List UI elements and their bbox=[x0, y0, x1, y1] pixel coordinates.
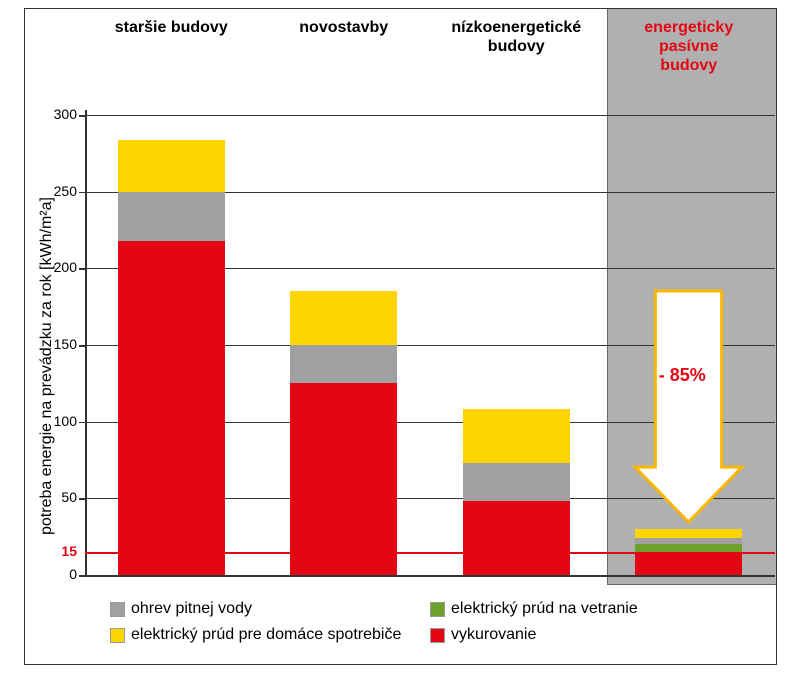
bar-segment-spotrebice bbox=[118, 140, 225, 192]
legend-item-spotrebice: elektrický prúd pre domáce spotrebiče bbox=[110, 626, 401, 644]
arrow-label: - 85% bbox=[659, 365, 706, 386]
y-tick-label: 50 bbox=[37, 489, 77, 505]
category-label: staršie budovy bbox=[85, 18, 258, 37]
y-tick-mark bbox=[79, 498, 85, 500]
y-tick-label: 100 bbox=[37, 413, 77, 429]
legend-swatch bbox=[110, 628, 125, 643]
x-axis-line bbox=[85, 575, 775, 577]
y-tick-label: 250 bbox=[37, 183, 77, 199]
legend-label: elektrický prúd pre domáce spotrebiče bbox=[131, 626, 401, 644]
y-tick-label-special: 15 bbox=[37, 543, 77, 559]
reduction-arrow bbox=[632, 288, 745, 525]
legend-item-ohrev: ohrev pitnej vody bbox=[110, 600, 252, 618]
y-tick-mark bbox=[79, 575, 85, 577]
bar-segment-spotrebice bbox=[290, 291, 397, 345]
bar-segment-vykurovanie bbox=[118, 241, 225, 575]
y-tick-label: 150 bbox=[37, 336, 77, 352]
bar-segment-ohrev bbox=[463, 463, 570, 501]
y-tick-mark bbox=[79, 115, 85, 117]
legend-label: vykurovanie bbox=[451, 626, 536, 644]
bar-segment-vykurovanie bbox=[290, 383, 397, 575]
bar-segment-spotrebice bbox=[463, 409, 570, 463]
y-tick-mark bbox=[79, 422, 85, 424]
legend-swatch bbox=[430, 602, 445, 617]
legend-label: elektrický prúd na vetranie bbox=[451, 600, 638, 618]
bar-segment-ohrev bbox=[118, 192, 225, 241]
legend: ohrev pitnej vody elektrický prúd na vetr… bbox=[110, 600, 750, 652]
bar-segment-ohrev bbox=[290, 345, 397, 383]
bar-segment-vykurovanie bbox=[635, 552, 742, 575]
legend-item-vetranie: elektrický prúd na vetranie bbox=[430, 600, 638, 618]
y-tick-label: 200 bbox=[37, 259, 77, 275]
legend-swatch bbox=[110, 602, 125, 617]
y-axis-label: potreba energie na prevádzku za rok [kWh… bbox=[38, 197, 56, 535]
category-label: novostavby bbox=[258, 18, 431, 37]
category-label: nízkoenergetickébudovy bbox=[430, 18, 603, 56]
bar-segment-vykurovanie bbox=[463, 501, 570, 575]
gridline bbox=[85, 115, 775, 116]
y-tick-mark bbox=[79, 345, 85, 347]
energy-chart: potreba energie na prevádzku za rok [kWh… bbox=[0, 0, 801, 673]
legend-swatch bbox=[430, 628, 445, 643]
bar-segment-vetranie bbox=[635, 544, 742, 552]
category-label: energetickypasívnebudovy bbox=[603, 18, 776, 76]
y-tick-mark bbox=[79, 192, 85, 194]
legend-item-vykurovanie: vykurovanie bbox=[430, 626, 536, 644]
plot-area: - 85% bbox=[85, 115, 775, 575]
y-tick-mark bbox=[79, 268, 85, 270]
legend-label: ohrev pitnej vody bbox=[131, 600, 252, 618]
bar-segment-spotrebice bbox=[635, 529, 742, 538]
y-tick-label: 0 bbox=[37, 566, 77, 582]
y-tick-label: 300 bbox=[37, 106, 77, 122]
y-axis-line bbox=[85, 110, 87, 575]
bar-segment-ohrev bbox=[635, 538, 742, 544]
